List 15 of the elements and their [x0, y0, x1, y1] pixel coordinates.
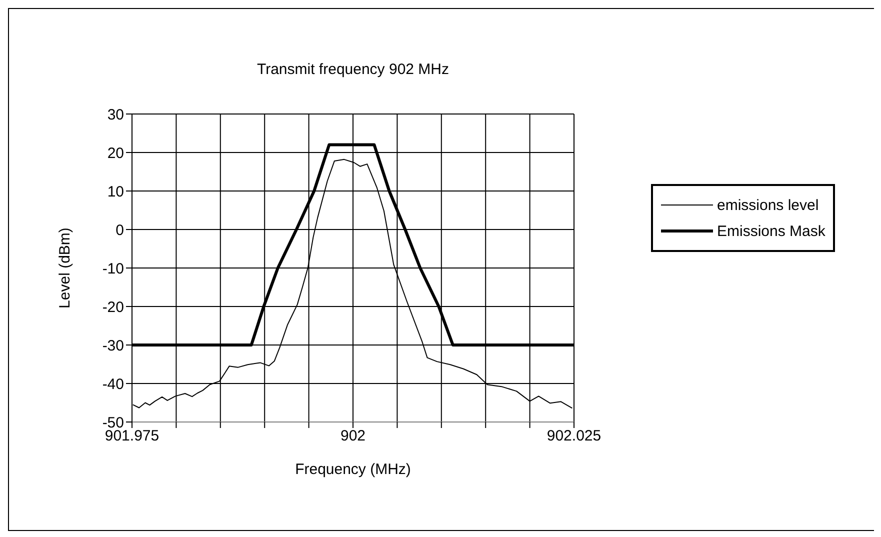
y-tick-label: -20 [102, 298, 124, 316]
y-tick-label: -40 [102, 376, 124, 393]
y-tick-label: 30 [107, 106, 124, 124]
legend-label: emissions level [717, 196, 819, 214]
y-tick-label: -30 [102, 337, 124, 354]
y-tick-label: -10 [102, 260, 124, 278]
x-tick-label: 902 [340, 428, 366, 445]
y-tick-label: 0 [116, 222, 124, 239]
x-tick-label: 902.025 [546, 428, 602, 445]
chart-title: Transmit frequency 902 MHz [256, 61, 450, 78]
x-axis-title: Frequency (MHz) [295, 461, 411, 478]
y-tick-label: 20 [107, 144, 124, 162]
y-axis-title: Level (dBm) [56, 228, 74, 308]
legend-label: Emissions Mask [717, 222, 826, 240]
y-tick-label: 10 [107, 183, 124, 200]
